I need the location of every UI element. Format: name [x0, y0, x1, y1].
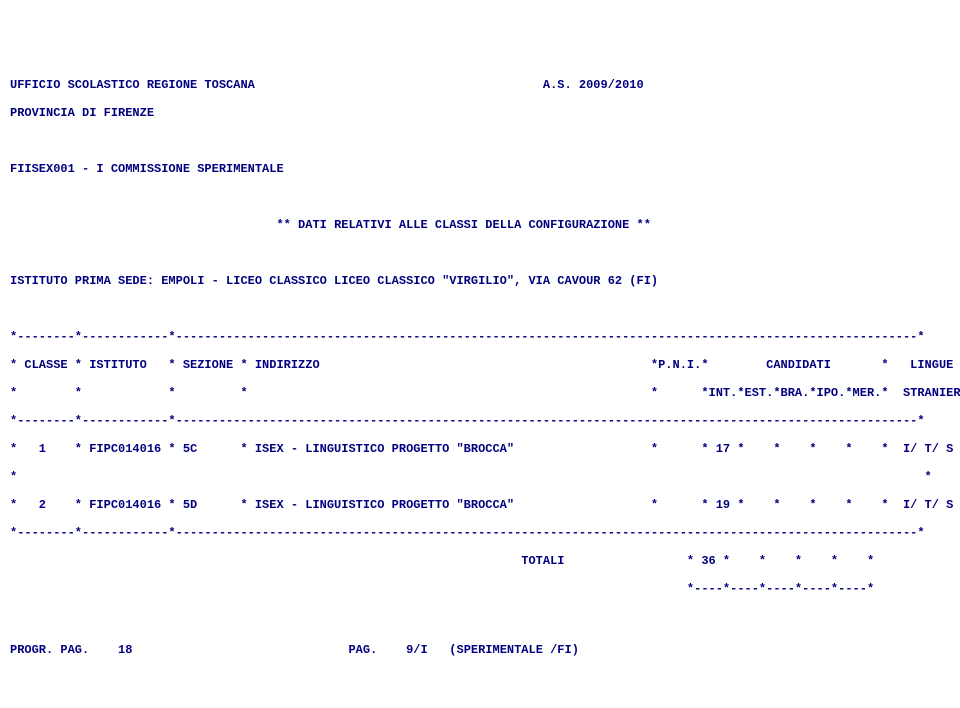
table-row-1: * 1 * FIPC014016 * 5C * ISEX - LINGUISTI… — [10, 442, 960, 456]
page-footer: PROGR. PAG. 18 PAG. 9/I (SPERIMENTALE /F… — [10, 643, 579, 657]
school-year: A.S. 2009/2010 — [543, 78, 644, 92]
table-spacer: * * — [10, 470, 960, 484]
blank-3 — [10, 246, 960, 260]
progr-pag: PROGR. PAG. 18 — [10, 643, 132, 657]
table-rule-top: *--------*------------*-----------------… — [10, 330, 960, 344]
table-rule-bot: *--------*------------*-----------------… — [10, 526, 960, 540]
province-line: PROVINCIA DI FIRENZE — [10, 106, 960, 120]
commission-line: FIISEX001 - I COMMISSIONE SPERIMENTALE — [10, 162, 960, 176]
config-title: ** DATI RELATIVI ALLE CLASSI DELLA CONFI… — [10, 218, 960, 232]
totals-rule: *----*----*----*----*----* — [10, 582, 960, 596]
office-name: UFFICIO SCOLASTICO REGIONE TOSCANA — [10, 78, 255, 92]
table-header-2: * * * * * *INT.*EST.*BRA.*IPO.*MER.* STR… — [10, 386, 960, 400]
table-row-2: * 2 * FIPC014016 * 5D * ISEX - LINGUISTI… — [10, 498, 960, 512]
institute-line: ISTITUTO PRIMA SEDE: EMPOLI - LICEO CLAS… — [10, 274, 960, 288]
totals-line: TOTALI * 36 * * * * * — [10, 554, 960, 568]
table-rule-mid: *--------*------------*-----------------… — [10, 414, 960, 428]
table-header-1: * CLASSE * ISTITUTO * SEZIONE * INDIRIZZ… — [10, 358, 960, 372]
blank-2 — [10, 190, 960, 204]
header-line-1: UFFICIO SCOLASTICO REGIONE TOSCANA A.S. … — [10, 78, 960, 92]
config-title-text: ** DATI RELATIVI ALLE CLASSI DELLA CONFI… — [276, 218, 650, 232]
pag-number: PAG. 9/I (SPERIMENTALE /FI) — [348, 643, 578, 657]
blank-1 — [10, 134, 960, 148]
